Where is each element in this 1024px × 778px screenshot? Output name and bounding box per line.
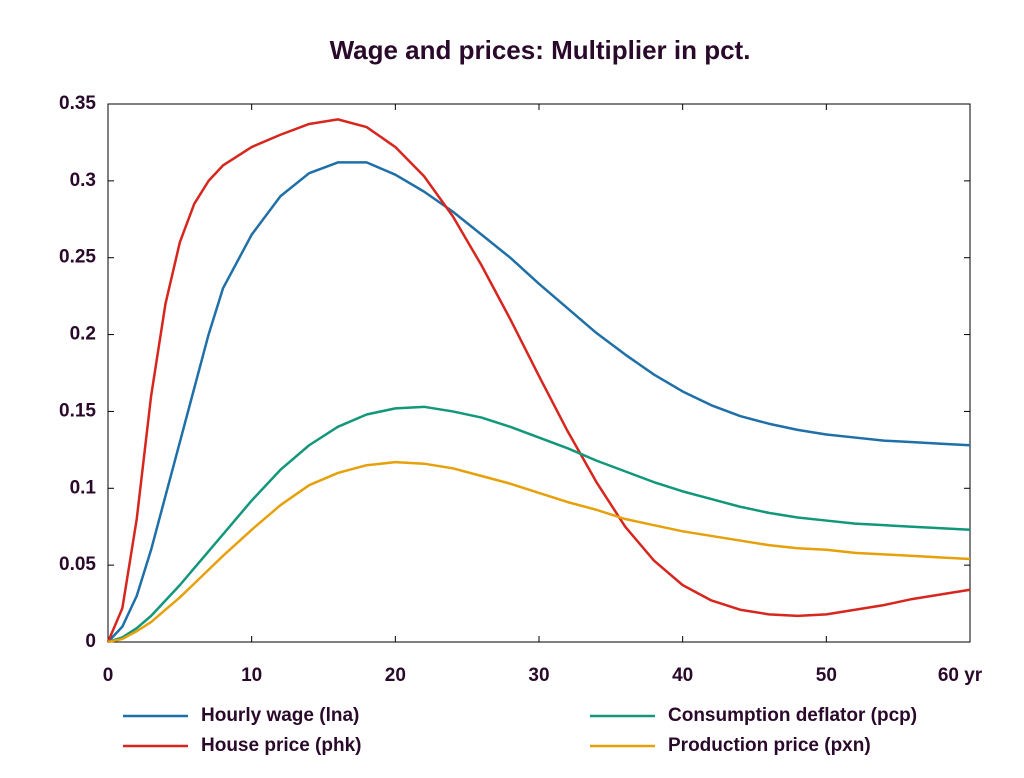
x-tick-label: 10 xyxy=(241,665,262,686)
y-tick-label: 0.35 xyxy=(59,93,96,114)
x-tick-label: 40 xyxy=(672,665,693,686)
legend-label: Consumption deflator (pcp) xyxy=(668,705,917,726)
y-tick-label: 0.2 xyxy=(70,324,96,345)
chart-title: Wage and prices: Multiplier in pct. xyxy=(330,35,751,65)
y-tick-label: 0 xyxy=(85,631,96,652)
y-tick-label: 0.05 xyxy=(59,554,96,575)
legend-label: House price (phk) xyxy=(201,735,361,756)
series-line xyxy=(107,161,971,643)
x-tick-label: 50 xyxy=(816,665,837,686)
x-tick-label: 30 xyxy=(528,665,549,686)
legend-label: Production price (pxn) xyxy=(668,735,871,756)
x-tick-label: 20 xyxy=(385,665,406,686)
series-line xyxy=(107,460,971,644)
series-line xyxy=(106,118,971,643)
y-tick-label: 0.25 xyxy=(59,247,96,268)
plot-frame xyxy=(107,103,971,643)
y-tick-label: 0.1 xyxy=(70,477,97,498)
x-tick-label: 0 xyxy=(103,665,114,686)
y-tick-label: 0.3 xyxy=(70,170,96,191)
series-line xyxy=(107,405,971,644)
y-tick-label: 0.15 xyxy=(59,400,96,421)
x-tick-label: 60 yr xyxy=(938,665,983,686)
legend-label: Hourly wage (lna) xyxy=(201,705,359,726)
